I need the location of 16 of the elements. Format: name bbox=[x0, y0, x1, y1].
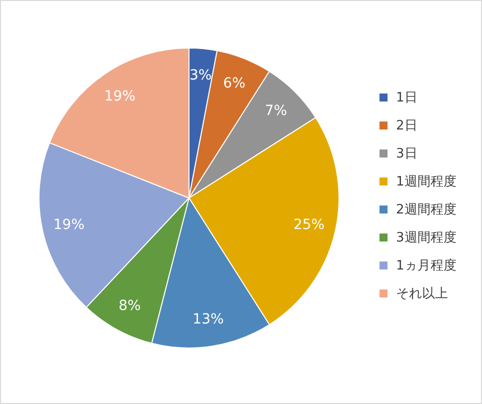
data-label: 8% bbox=[118, 298, 141, 314]
legend-label: 3日 bbox=[396, 146, 418, 162]
legend-label: それ以上 bbox=[396, 286, 448, 302]
data-label: 25% bbox=[293, 216, 325, 233]
data-label: 3% bbox=[189, 68, 212, 84]
legend-label: 3週間程度 bbox=[396, 230, 456, 246]
data-label: 6% bbox=[223, 76, 246, 92]
data-label: 19% bbox=[53, 216, 85, 233]
legend-label: 1日 bbox=[396, 90, 418, 106]
data-label: 13% bbox=[192, 311, 224, 328]
legend-label: 1ヵ月程度 bbox=[396, 258, 456, 274]
data-label: 7% bbox=[264, 103, 288, 120]
legend-label: 2週間程度 bbox=[396, 202, 456, 218]
legend-label: 1週間程度 bbox=[396, 174, 456, 190]
legend-label: 2日 bbox=[396, 118, 418, 134]
data-label: 19% bbox=[104, 88, 136, 104]
